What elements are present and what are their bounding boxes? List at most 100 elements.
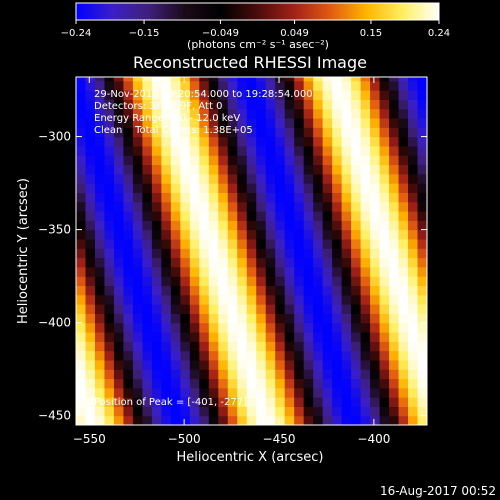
heatmap-cell — [180, 229, 191, 240]
heatmap-cell — [113, 229, 125, 240]
heatmap-cell — [351, 378, 362, 389]
heatmap-cell — [256, 80, 267, 91]
heatmap-cell — [170, 90, 181, 100]
heatmap-cell — [208, 397, 219, 407]
heatmap-cell — [322, 164, 333, 175]
heatmap-cell — [104, 387, 115, 398]
footer-timestamp: 16-Aug-2017 00:52 — [380, 484, 496, 498]
heatmap-cell — [123, 210, 134, 221]
heatmap-cell — [256, 192, 267, 203]
heatmap-cell — [294, 173, 305, 184]
heatmap-cell — [208, 257, 219, 268]
heatmap-cell — [132, 77, 144, 82]
heatmap-cell — [151, 173, 162, 184]
heatmap-cell — [417, 248, 427, 259]
heatmap-cell — [237, 350, 248, 361]
heatmap-cell — [341, 378, 352, 389]
heatmap-cell — [284, 117, 295, 128]
heatmap-cell — [85, 155, 96, 166]
heatmap-cell — [170, 229, 181, 240]
heatmap-cell — [180, 164, 191, 175]
heatmap-cell — [208, 322, 219, 333]
heatmap-cell — [218, 183, 229, 193]
heatmap-cell — [408, 108, 419, 119]
heatmap-cell — [199, 127, 210, 138]
heatmap-cell — [227, 387, 238, 398]
heatmap-cell — [237, 294, 248, 305]
heatmap-cell — [142, 192, 153, 203]
heatmap-cell — [151, 183, 162, 193]
heatmap-cell — [113, 397, 125, 407]
heatmap-cell — [94, 257, 106, 268]
heatmap-cell — [303, 322, 314, 333]
heatmap-cell — [379, 331, 390, 342]
heatmap-cell — [180, 415, 191, 425]
heatmap-cell — [408, 136, 419, 147]
heatmap-cell — [256, 276, 267, 287]
heatmap-cell — [208, 294, 219, 305]
heatmap-cell — [360, 285, 371, 296]
heatmap-cell — [227, 117, 238, 128]
heatmap-cell — [199, 397, 210, 407]
heatmap-cell — [246, 359, 257, 370]
heatmap-cell — [76, 229, 87, 240]
heatmap-cell — [113, 276, 125, 287]
heatmap-cell — [208, 117, 219, 128]
heatmap-cell — [199, 155, 210, 166]
heatmap-cell — [199, 145, 210, 156]
heatmap-cell — [104, 415, 115, 425]
heatmap-cell — [294, 192, 305, 203]
heatmap-cell — [76, 397, 87, 407]
heatmap-cell — [113, 341, 125, 352]
heatmap-cell — [284, 145, 295, 156]
heatmap-cell — [208, 164, 219, 175]
heatmap-cell — [284, 127, 295, 138]
heatmap-cell — [351, 201, 362, 212]
heatmap-cell — [180, 248, 191, 259]
heatmap-cell — [94, 313, 106, 324]
x-tick-label: −400 — [357, 432, 390, 446]
heatmap-cell — [313, 322, 324, 333]
heatmap-cell — [161, 378, 172, 389]
heatmap-cell — [246, 341, 257, 352]
heatmap-cell — [189, 192, 200, 203]
heatmap-cell — [161, 276, 172, 287]
heatmap-cell — [417, 164, 427, 175]
heatmap-cell — [332, 136, 343, 147]
heatmap-cell — [360, 220, 371, 231]
annotation-time-range: 29-Nov-2016 19:20:54.000 to 19:28:54.000 — [94, 89, 313, 100]
heatmap-cell — [237, 266, 248, 277]
heatmap-cell — [161, 108, 172, 119]
heatmap-cell — [360, 127, 371, 138]
heatmap-cell — [351, 397, 362, 407]
heatmap-cell — [341, 341, 352, 352]
heatmap-cell — [322, 220, 333, 231]
heatmap-cell — [313, 341, 324, 352]
heatmap-cell — [303, 369, 314, 380]
heatmap-cell — [104, 331, 115, 342]
heatmap-cell — [104, 210, 115, 221]
heatmap-cell — [199, 99, 210, 110]
heatmap-cell — [142, 229, 153, 240]
heatmap-cell — [142, 359, 153, 370]
heatmap-cell — [85, 201, 96, 212]
heatmap-cell — [379, 183, 390, 193]
heatmap-cell — [113, 201, 125, 212]
heatmap-cell — [208, 220, 219, 231]
heatmap-cell — [132, 238, 144, 249]
heatmap-cell — [256, 127, 267, 138]
heatmap-cell — [132, 136, 144, 147]
heatmap-cell — [218, 257, 229, 268]
heatmap-cell — [113, 155, 125, 166]
heatmap-cell — [370, 266, 381, 277]
heatmap-cell — [265, 285, 276, 296]
heatmap-cell — [370, 304, 381, 314]
heatmap-cell — [85, 136, 96, 147]
heatmap-cell — [294, 127, 305, 138]
heatmap-cell — [284, 341, 295, 352]
heatmap-cell — [284, 192, 295, 203]
heatmap-cell — [332, 322, 343, 333]
heatmap-cell — [151, 294, 162, 305]
heatmap-cell — [142, 108, 153, 119]
heatmap-cell — [161, 145, 172, 156]
